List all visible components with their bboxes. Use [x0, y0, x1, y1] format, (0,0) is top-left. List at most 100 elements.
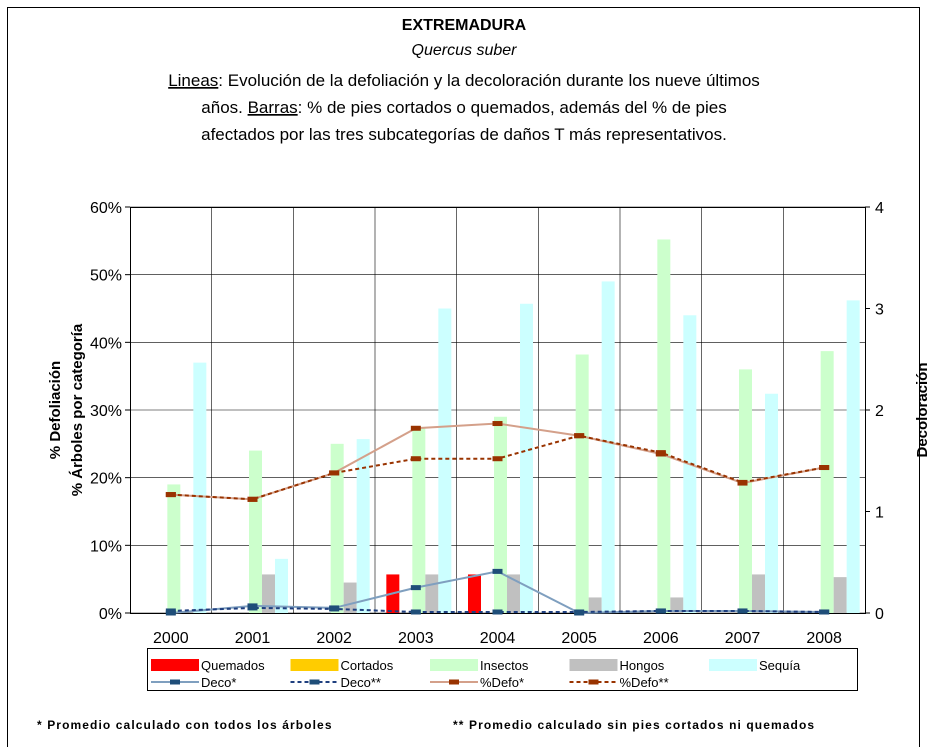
marker	[410, 585, 421, 591]
legend-swatch	[430, 659, 478, 671]
bar	[520, 303, 533, 613]
x-tick-label: 2006	[643, 630, 679, 647]
bar	[820, 351, 834, 613]
x-tick-label: 2002	[316, 630, 352, 647]
y-tick-label: 50%	[90, 268, 122, 285]
marker	[737, 479, 748, 485]
legend-label: Cortados	[341, 658, 394, 673]
y2-tick-label: 0	[875, 606, 884, 623]
legend-label: Deco**	[341, 675, 381, 690]
y-tick-label: 60%	[90, 200, 122, 217]
bar	[846, 300, 860, 613]
footnote: ** Promedio calculado sin pies cortados …	[453, 718, 815, 732]
subtitle-part: Lineas	[168, 71, 218, 90]
marker	[492, 568, 503, 574]
bar	[588, 597, 602, 613]
legend-marker	[588, 679, 599, 685]
legend-swatch	[569, 659, 618, 671]
legend-label: Insectos	[480, 658, 529, 673]
y-tick-label: 20%	[90, 471, 122, 488]
x-tick-label: 2001	[235, 630, 271, 647]
bar	[739, 369, 752, 613]
x-tick-label: 2000	[153, 630, 189, 647]
marker	[574, 609, 585, 615]
bar	[425, 574, 439, 613]
marker	[819, 465, 830, 471]
bar	[765, 393, 778, 613]
marker	[655, 450, 666, 456]
bar	[356, 439, 370, 613]
x-tick-label: 2008	[806, 630, 842, 647]
bar	[575, 354, 589, 613]
legend-label: Quemados	[201, 658, 265, 673]
legend-label: %Defo**	[620, 675, 669, 690]
subtitle-part: : Evolución de la defoliación y la decol…	[218, 71, 760, 90]
marker	[737, 608, 748, 614]
bar	[601, 281, 615, 613]
footnote: * Promedio calculado con todos los árbol…	[37, 718, 333, 732]
y-axis-title: % Defoliación	[47, 361, 64, 459]
bar	[167, 484, 181, 613]
y2-axis-title: Decoloración	[914, 362, 928, 457]
legend-label: Hongos	[620, 658, 665, 673]
legend-swatch	[290, 659, 339, 671]
subtitle: Lineas: Evolución de la defoliación y la…	[168, 71, 760, 90]
marker	[329, 606, 340, 612]
legend-label: %Defo*	[480, 675, 524, 690]
marker	[492, 456, 503, 462]
marker	[165, 492, 176, 498]
legend-marker	[309, 679, 320, 685]
marker	[247, 605, 258, 611]
y-tick-label: 10%	[90, 538, 122, 555]
subtitle-part: afectados por las tres subcategorías de …	[201, 125, 727, 144]
bar	[193, 362, 207, 613]
marker	[574, 433, 585, 439]
bar	[468, 574, 481, 613]
marker	[492, 421, 503, 427]
y-axis-title: % Árboles por categoría	[69, 323, 86, 496]
bar	[670, 597, 684, 613]
y2-tick-label: 3	[875, 302, 884, 319]
y-tick-label: 40%	[90, 335, 122, 352]
bar	[330, 443, 344, 613]
bar	[507, 574, 520, 613]
bar	[833, 577, 847, 613]
marker	[410, 425, 421, 431]
y2-tick-label: 2	[875, 403, 884, 420]
x-tick-label: 2007	[725, 630, 761, 647]
subtitle-part: años.	[201, 98, 247, 117]
y-tick-label: 30%	[90, 403, 122, 420]
subtitle: afectados por las tres subcategorías de …	[201, 125, 727, 144]
species: Quercus suber	[412, 42, 518, 59]
marker	[247, 496, 258, 502]
marker	[655, 608, 666, 614]
legend-label: Deco*	[201, 675, 236, 690]
legend-marker	[449, 679, 459, 685]
line	[170, 606, 825, 613]
chart-title: EXTREMADURA	[402, 17, 527, 34]
marker	[410, 456, 421, 462]
marker	[819, 609, 830, 615]
marker	[329, 470, 340, 476]
marker	[410, 609, 421, 615]
bar	[412, 426, 426, 613]
bar	[752, 574, 765, 613]
bar	[275, 558, 288, 613]
legend-marker	[170, 679, 180, 685]
x-tick-label: 2004	[480, 630, 516, 647]
bar	[262, 574, 275, 613]
subtitle: años. Barras: % de pies cortados o quema…	[201, 98, 726, 117]
y2-tick-label: 1	[875, 505, 884, 522]
x-tick-label: 2005	[561, 630, 597, 647]
marker	[165, 608, 176, 614]
bar	[249, 450, 262, 613]
subtitle-part: Barras	[248, 98, 298, 117]
marker	[492, 609, 503, 615]
bar	[494, 416, 507, 613]
bar	[438, 308, 452, 613]
legend-label: Sequía	[759, 658, 801, 673]
x-tick-label: 2003	[398, 630, 434, 647]
legend-swatch	[151, 659, 199, 671]
bar	[343, 582, 357, 613]
